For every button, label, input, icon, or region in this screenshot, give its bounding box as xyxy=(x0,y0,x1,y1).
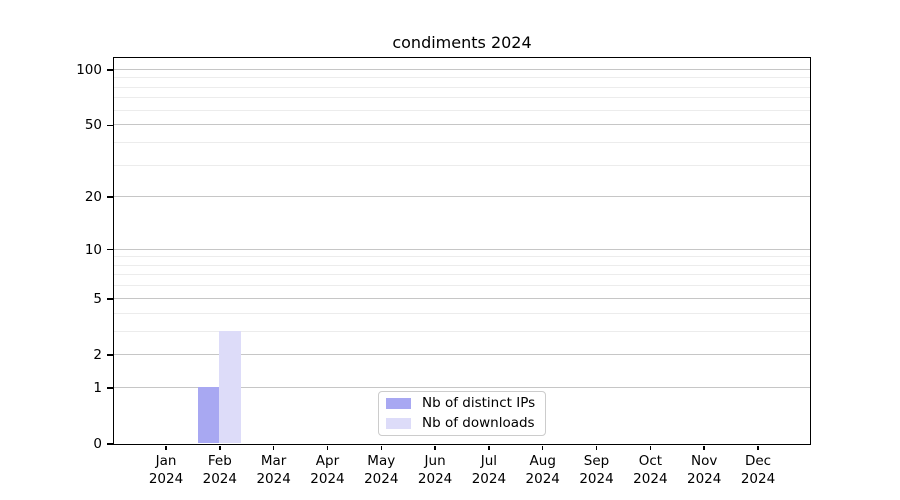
minor-gridline xyxy=(113,77,810,79)
x-tick xyxy=(488,445,490,450)
bar-distinct-ips xyxy=(197,387,220,444)
minor-gridline xyxy=(113,164,810,166)
legend-swatch-distinct-ips xyxy=(386,398,411,409)
x-tick-label: Feb 2024 xyxy=(202,453,237,487)
chart-title: condiments 2024 xyxy=(392,33,532,52)
x-tick xyxy=(326,445,329,450)
x-tick xyxy=(380,445,383,450)
y-tick xyxy=(107,196,113,198)
x-tick-label: Jun 2024 xyxy=(417,453,453,487)
y-tick-label: 2 xyxy=(93,346,102,363)
y-tick-label: 5 xyxy=(93,290,102,307)
x-tick xyxy=(165,445,167,450)
x-tick xyxy=(434,445,436,450)
minor-gridline xyxy=(113,264,810,266)
major-gridline xyxy=(113,386,810,388)
plot-area xyxy=(112,56,811,445)
x-tick-label: Aug 2024 xyxy=(525,453,560,487)
y-tick-label: 10 xyxy=(84,241,102,258)
x-tick xyxy=(757,445,759,450)
y-tick xyxy=(107,387,113,389)
x-tick-label: Jan 2024 xyxy=(148,453,184,487)
minor-gridline xyxy=(113,97,810,99)
x-tick xyxy=(649,445,652,450)
major-gridline xyxy=(113,68,810,70)
x-tick-label: Jul 2024 xyxy=(471,453,507,487)
y-tick-label: 100 xyxy=(76,61,102,78)
legend-item-downloads: Nb of downloads xyxy=(386,415,538,432)
minor-gridline xyxy=(113,256,810,258)
major-gridline xyxy=(113,124,810,126)
y-tick xyxy=(107,354,113,356)
x-tick-label: Dec 2024 xyxy=(740,453,776,487)
major-gridline xyxy=(113,196,810,198)
minor-gridline xyxy=(113,285,810,287)
x-tick xyxy=(272,445,275,450)
x-tick xyxy=(703,445,705,450)
legend-label-downloads: Nb of downloads xyxy=(422,415,535,431)
y-tick xyxy=(107,69,113,71)
minor-gridline xyxy=(113,330,810,332)
x-tick xyxy=(595,445,598,450)
major-gridline xyxy=(113,353,810,355)
x-tick-label: Apr 2024 xyxy=(310,453,345,487)
minor-gridline xyxy=(113,86,810,88)
y-tick-label: 50 xyxy=(84,117,102,134)
legend: Nb of distinct IPs Nb of downloads xyxy=(378,391,546,436)
y-tick-label: 1 xyxy=(93,379,102,396)
x-tick-label: May 2024 xyxy=(364,453,399,487)
x-tick xyxy=(541,445,544,450)
bar-downloads xyxy=(219,331,241,444)
legend-swatch-downloads xyxy=(386,418,411,429)
y-tick xyxy=(107,248,113,251)
y-tick-label: 0 xyxy=(93,436,102,452)
y-tick xyxy=(107,298,113,300)
minor-gridline xyxy=(113,312,810,314)
y-tick-label: 20 xyxy=(84,189,102,206)
legend-label-distinct-ips: Nb of distinct IPs xyxy=(422,395,536,411)
minor-gridline xyxy=(113,274,810,276)
x-tick xyxy=(219,445,221,450)
major-gridline xyxy=(113,248,810,250)
y-tick xyxy=(107,443,113,445)
minor-gridline xyxy=(113,109,810,111)
x-tick-label: Nov 2024 xyxy=(686,453,722,487)
major-gridline xyxy=(113,297,810,299)
x-tick-label: Mar 2024 xyxy=(256,453,291,487)
y-tick xyxy=(107,124,113,127)
x-tick-label: Oct 2024 xyxy=(633,453,668,487)
minor-gridline xyxy=(113,141,810,143)
legend-item-distinct-ips: Nb of distinct IPs xyxy=(386,395,538,412)
x-tick-label: Sep 2024 xyxy=(579,453,614,487)
